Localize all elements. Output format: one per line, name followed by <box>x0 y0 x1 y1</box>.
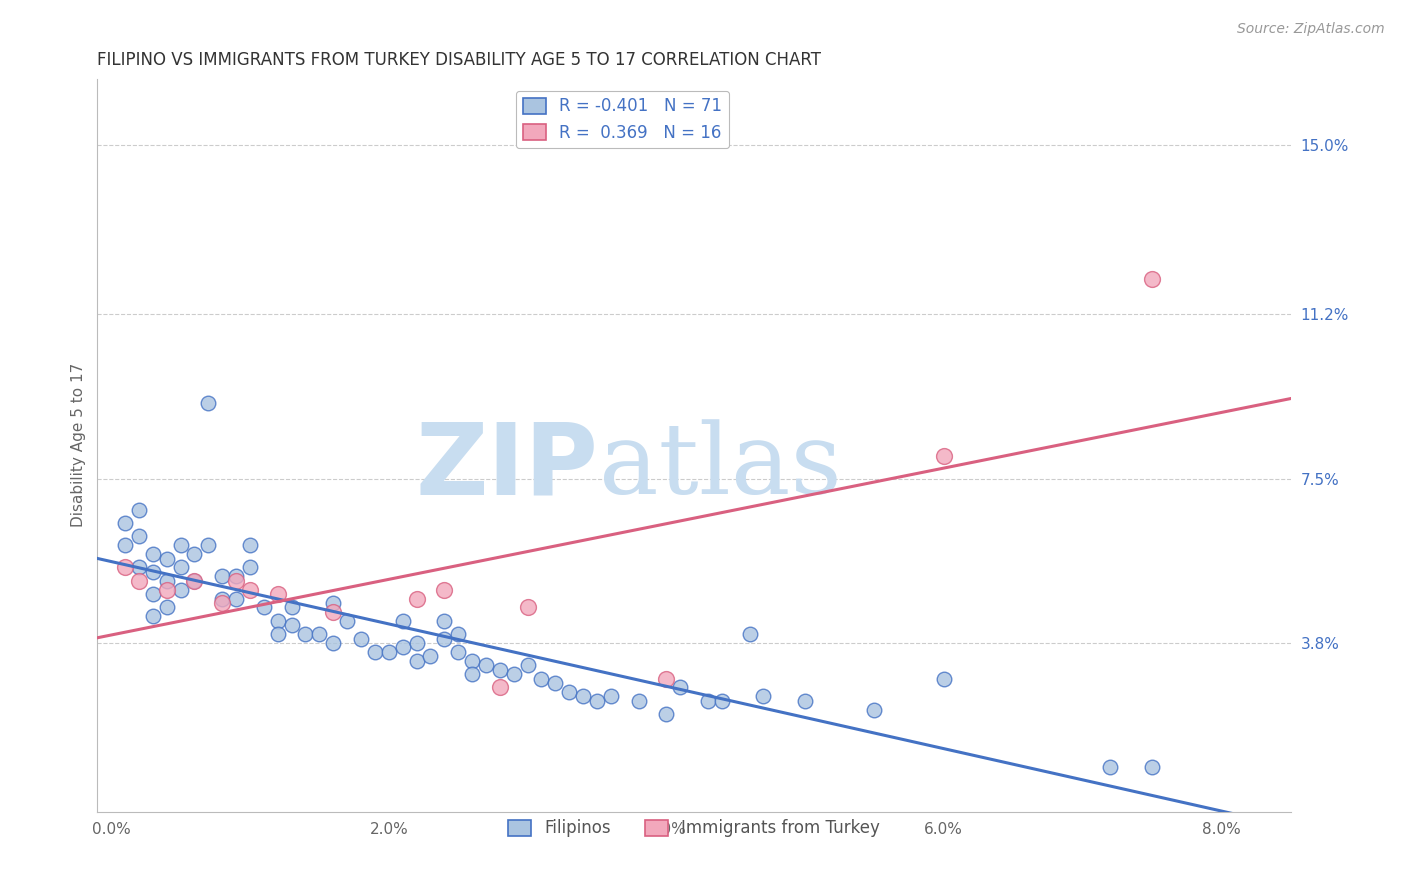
Point <box>156 574 179 588</box>
Point <box>322 596 344 610</box>
Point <box>239 560 262 574</box>
Point <box>655 707 678 722</box>
Point <box>308 627 330 641</box>
Legend: Filipinos, Immigrants from Turkey: Filipinos, Immigrants from Turkey <box>502 813 887 844</box>
Point <box>1140 271 1163 285</box>
Point <box>225 574 247 588</box>
Point <box>114 560 136 574</box>
Point <box>197 538 219 552</box>
Point <box>336 614 359 628</box>
Point <box>419 649 441 664</box>
Text: ZIP: ZIP <box>416 418 599 516</box>
Point <box>128 502 150 516</box>
Point <box>183 547 205 561</box>
Y-axis label: Disability Age 5 to 17: Disability Age 5 to 17 <box>72 363 86 527</box>
Point <box>156 582 179 597</box>
Point <box>322 605 344 619</box>
Text: Source: ZipAtlas.com: Source: ZipAtlas.com <box>1237 22 1385 37</box>
Point <box>142 587 165 601</box>
Point <box>211 596 233 610</box>
Point <box>239 538 262 552</box>
Point <box>461 667 484 681</box>
Point <box>1140 760 1163 774</box>
Point <box>267 614 290 628</box>
Point <box>488 663 510 677</box>
Point <box>433 614 456 628</box>
Point <box>475 658 498 673</box>
Point <box>447 645 470 659</box>
Point <box>627 694 650 708</box>
Point <box>863 703 886 717</box>
Point <box>156 551 179 566</box>
Point <box>586 694 609 708</box>
Point <box>142 565 165 579</box>
Point <box>156 600 179 615</box>
Point <box>128 529 150 543</box>
Point <box>405 636 427 650</box>
Point <box>488 681 510 695</box>
Point <box>225 591 247 606</box>
Point <box>169 538 191 552</box>
Point <box>211 591 233 606</box>
Point <box>239 582 262 597</box>
Point <box>932 450 955 464</box>
Point <box>391 640 413 655</box>
Point <box>516 600 538 615</box>
Point <box>128 574 150 588</box>
Point <box>530 672 553 686</box>
Point <box>364 645 387 659</box>
Point <box>599 690 621 704</box>
Point <box>253 600 276 615</box>
Point <box>794 694 817 708</box>
Point <box>391 614 413 628</box>
Point <box>114 516 136 530</box>
Point <box>655 672 678 686</box>
Point <box>377 645 399 659</box>
Point <box>710 694 733 708</box>
Point <box>405 654 427 668</box>
Point <box>294 627 316 641</box>
Point <box>169 560 191 574</box>
Point <box>128 560 150 574</box>
Point <box>267 627 290 641</box>
Point <box>433 632 456 646</box>
Text: FILIPINO VS IMMIGRANTS FROM TURKEY DISABILITY AGE 5 TO 17 CORRELATION CHART: FILIPINO VS IMMIGRANTS FROM TURKEY DISAB… <box>97 51 821 69</box>
Point <box>516 658 538 673</box>
Point <box>433 582 456 597</box>
Point <box>142 609 165 624</box>
Point <box>669 681 692 695</box>
Point <box>183 574 205 588</box>
Point <box>696 694 718 708</box>
Point <box>932 672 955 686</box>
Point <box>461 654 484 668</box>
Point <box>738 627 761 641</box>
Point <box>752 690 775 704</box>
Text: atlas: atlas <box>599 419 841 515</box>
Point <box>405 591 427 606</box>
Point <box>544 676 567 690</box>
Point <box>267 587 290 601</box>
Point <box>225 569 247 583</box>
Point <box>322 636 344 650</box>
Point <box>280 600 302 615</box>
Point <box>1099 760 1122 774</box>
Point <box>142 547 165 561</box>
Point <box>502 667 524 681</box>
Point <box>169 582 191 597</box>
Point <box>211 569 233 583</box>
Point <box>558 685 581 699</box>
Point <box>572 690 595 704</box>
Point <box>183 574 205 588</box>
Point <box>114 538 136 552</box>
Point <box>280 618 302 632</box>
Point <box>197 396 219 410</box>
Point <box>350 632 373 646</box>
Point <box>447 627 470 641</box>
